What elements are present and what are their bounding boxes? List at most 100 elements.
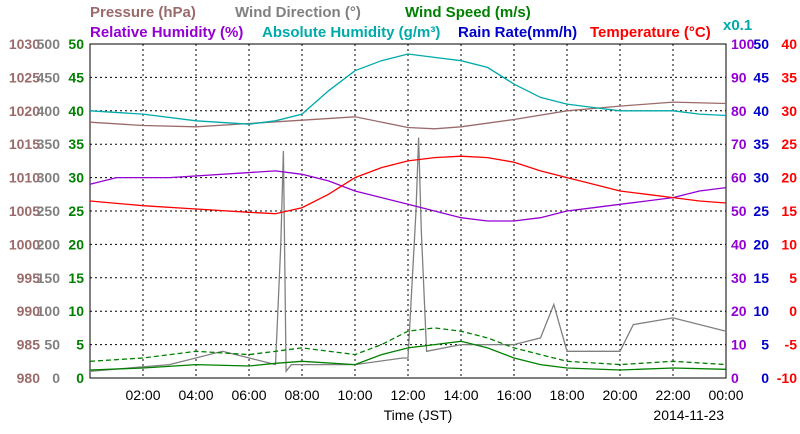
relative-humidity-tick: 90 (731, 69, 747, 85)
relative-humidity-tick: 50 (731, 203, 747, 219)
pressure-tick: 990 (17, 303, 41, 319)
pressure-tick: 1025 (9, 69, 40, 85)
x-tick: 20:00 (602, 387, 637, 403)
x-tick: 02:00 (125, 387, 160, 403)
x-tick: 12:00 (390, 387, 425, 403)
temperature-tick: 30 (781, 103, 797, 119)
relative-humidity-tick: 80 (731, 103, 747, 119)
wind-direction-tick: 300 (37, 170, 61, 186)
x-tick: 16:00 (496, 387, 531, 403)
legend-wind-speed: Wind Speed (m/s) (405, 4, 531, 21)
legend-wind-direction: Wind Direction (°) (235, 4, 361, 21)
wind-direction-tick: 250 (37, 203, 61, 219)
wind-speed-tick: 0 (76, 370, 84, 386)
x-tick: 18:00 (549, 387, 584, 403)
legend-scale-note: x0.1 (723, 17, 752, 34)
rain-rate-tick: 40 (753, 103, 769, 119)
wind-speed-tick: 5 (76, 337, 84, 353)
rain-rate-tick: 15 (753, 270, 769, 286)
pressure-tick: 1000 (9, 236, 40, 252)
wind-direction-tick: 100 (37, 303, 61, 319)
rain-rate-tick: 50 (753, 36, 769, 52)
temperature-tick: 35 (781, 69, 797, 85)
wind-direction-tick: 150 (37, 270, 61, 286)
wind-speed-tick: 10 (68, 303, 84, 319)
series-wind-direction (89, 137, 727, 374)
relative-humidity-tick: 40 (731, 236, 747, 252)
pressure-tick: 980 (17, 370, 41, 386)
wind-speed-tick: 50 (68, 36, 84, 52)
temperature-tick: -5 (785, 337, 798, 353)
x-tick: 06:00 (231, 387, 266, 403)
temperature-tick: 5 (789, 270, 797, 286)
date-label: 2014-11-23 (653, 407, 724, 423)
series-pressure-hpa (89, 101, 727, 130)
series-wind-speed-m-s (89, 340, 727, 371)
relative-humidity-tick: 10 (731, 337, 747, 353)
series-group (89, 53, 727, 374)
x-axis-label: Time (JST) (384, 407, 453, 423)
x-tick: 04:00 (178, 387, 213, 403)
rain-rate-tick: 0 (761, 370, 769, 386)
pressure-tick: 1010 (9, 170, 40, 186)
temperature-axis: 40 35 30 25 20 15 10 5 0 -5 -10 (777, 36, 797, 386)
temperature-tick: 15 (781, 203, 797, 219)
legend-rain-rate: Rain Rate(mm/h) (458, 24, 577, 41)
relative-humidity-tick: 60 (731, 170, 747, 186)
wind-speed-tick: 45 (68, 69, 84, 85)
temperature-tick: -10 (777, 370, 797, 386)
pressure-tick: 1005 (9, 203, 40, 219)
wind-speed-tick: 25 (68, 203, 84, 219)
wind-direction-tick: 450 (37, 69, 61, 85)
pressure-tick: 1020 (9, 103, 40, 119)
x-tick: 22:00 (655, 387, 690, 403)
rain-rate-tick: 45 (753, 69, 769, 85)
temperature-tick: 40 (781, 36, 797, 52)
rain-rate-tick: 5 (761, 337, 769, 353)
relative-humidity-tick: 0 (731, 370, 739, 386)
rain-rate-tick: 35 (753, 136, 769, 152)
temperature-tick: 0 (789, 303, 797, 319)
pressure-tick: 995 (17, 270, 41, 286)
x-tick: 08:00 (284, 387, 319, 403)
grid (90, 44, 726, 378)
relative-humidity-tick: 70 (731, 136, 747, 152)
series-wind-speed-m-s-gust (89, 327, 727, 366)
rain-rate-tick: 30 (753, 170, 769, 186)
rain-rate-tick: 25 (753, 203, 769, 219)
rain-rate-tick: 10 (753, 303, 769, 319)
legend-absolute-humidity: Absolute Humidity (g/m³) (262, 24, 440, 41)
wind-speed-tick: 40 (68, 103, 84, 119)
legend-temperature: Temperature (°C) (590, 24, 711, 41)
temperature-tick: 20 (781, 170, 797, 186)
x-tick: 14:00 (443, 387, 478, 403)
temperature-tick: 10 (781, 236, 797, 252)
wind-direction-tick: 50 (44, 337, 60, 353)
relative-humidity-tick: 30 (731, 270, 747, 286)
legend-relative-humidity: Relative Humidity (%) (90, 24, 243, 41)
wind-speed-tick: 35 (68, 136, 84, 152)
series-absolute-humidity-g-m (89, 53, 727, 125)
wind-direction-tick: 350 (37, 136, 61, 152)
pressure-tick: 985 (17, 337, 41, 353)
legend-pressure: Pressure (hPa) (90, 4, 196, 21)
relative-humidity-tick: 100 (731, 36, 755, 52)
wind-direction-tick: 500 (37, 36, 61, 52)
pressure-axis: 1030 1025 1020 1015 1010 1005 1000 995 990 985 980 (9, 36, 40, 386)
pressure-tick: 1030 (9, 36, 40, 52)
wind-direction-tick: 400 (37, 103, 61, 119)
x-tick: 10:00 (337, 387, 372, 403)
wind-direction-tick: 200 (37, 236, 61, 252)
plot-frame (89, 43, 727, 379)
series-temperature-c (89, 155, 727, 215)
wind-speed-tick: 30 (68, 170, 84, 186)
series-relative-humidity (89, 170, 727, 222)
rain-rate-tick: 20 (753, 236, 769, 252)
wind-direction-tick: 0 (52, 370, 60, 386)
wind-speed-tick: 20 (68, 236, 84, 252)
